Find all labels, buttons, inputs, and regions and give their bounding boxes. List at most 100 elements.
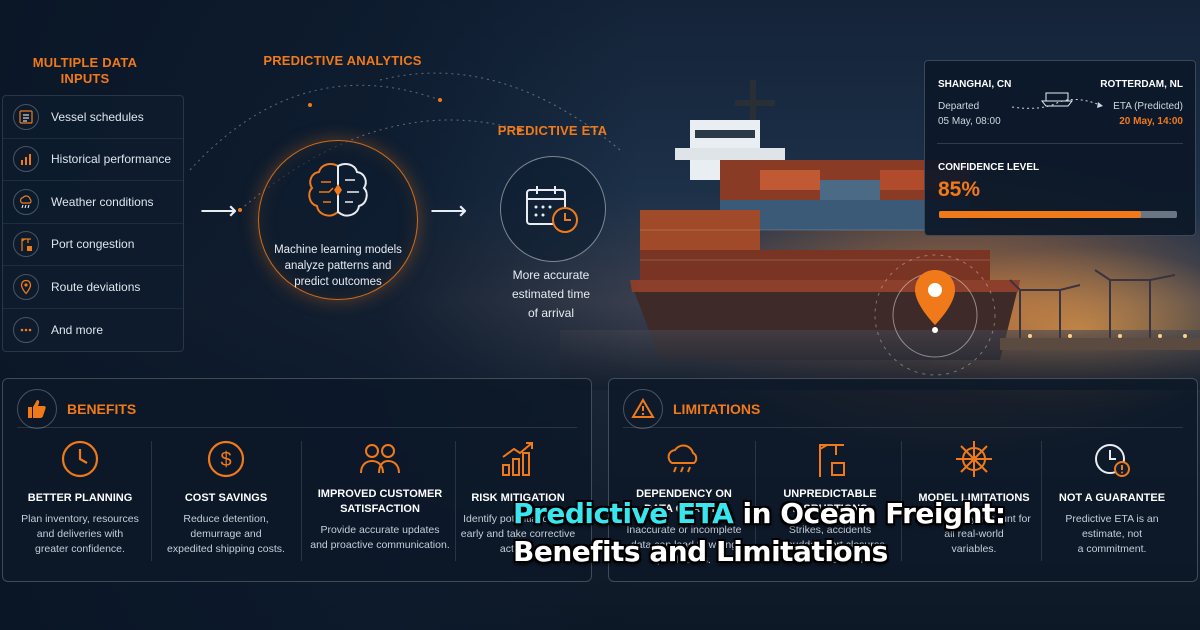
input-item-label: Historical performance bbox=[51, 152, 172, 167]
limitations-divider bbox=[623, 427, 1183, 428]
eta-line3: of arrival bbox=[527, 306, 574, 320]
confidence-progress-fill bbox=[939, 211, 1142, 218]
headline-rest: in Ocean Freight: bbox=[733, 497, 1007, 530]
analytics-line3: predict outcomes bbox=[294, 276, 382, 288]
limitation-desc-line: Predictive ETA is an bbox=[1065, 513, 1159, 525]
input-item-label: Port congestion bbox=[51, 237, 135, 252]
departed-value: 05 May, 08:00 bbox=[938, 116, 1001, 127]
benefit-customer-satisfaction: IMPROVED CUSTOMER SATISFACTION Provide a… bbox=[305, 437, 455, 553]
limitation-desc-line: predictions. bbox=[657, 554, 711, 566]
limitation-model: MODEL LIMITATIONS May not fully account … bbox=[899, 437, 1049, 557]
network-arcs bbox=[189, 72, 621, 212]
arrow-right-icon: ⟶ bbox=[430, 195, 468, 225]
limitations-title: LIMITATIONS bbox=[673, 401, 761, 417]
limitation-title: MODEL LIMITATIONS bbox=[918, 492, 1030, 504]
limitation-title: DEPENDENCY ON DATA QUALITY bbox=[609, 487, 759, 517]
limitation-desc: Strikes, accidents or sudden port closur… bbox=[755, 523, 905, 568]
origin-port: SHANGHAI, CN bbox=[938, 79, 1012, 90]
input-item-label: Vessel schedules bbox=[51, 109, 144, 124]
limitations-header: LIMITATIONS bbox=[623, 389, 760, 429]
column-separator bbox=[755, 441, 756, 561]
confidence-label: CONFIDENCE LEVEL bbox=[938, 162, 1040, 173]
limitation-desc-line: estimate, not bbox=[1081, 528, 1143, 540]
limitation-title-line: DISRUPTIONS bbox=[792, 503, 868, 515]
benefit-desc: Plan inventory, resources and deliveries… bbox=[5, 512, 155, 557]
input-item-vessel-schedules: Vessel schedules bbox=[3, 96, 183, 139]
limitation-desc-line: Strikes, accidents bbox=[788, 524, 872, 536]
departed-label: Departed bbox=[938, 101, 980, 112]
confidence-value: 85% bbox=[938, 178, 981, 201]
data-inputs-panel: Vessel schedules Historical performance … bbox=[2, 95, 184, 352]
limitation-title-line: UNPREDICTABLE bbox=[783, 488, 877, 500]
eta-title: PREDICTIVE ETA bbox=[497, 123, 608, 138]
port-cranes bbox=[1000, 260, 1200, 350]
limitations-panel: LIMITATIONS DEPENDENCY ON DATA QUALITY I… bbox=[608, 378, 1198, 582]
thumbs-up-icon bbox=[17, 389, 57, 429]
confidence-progress-bar bbox=[939, 211, 1177, 218]
benefit-desc-line: actions. bbox=[499, 543, 537, 555]
headline: Predictive ETA in Ocean Freight: Benefit… bbox=[513, 495, 1033, 571]
destination-port: ROTTERDAM, NL bbox=[1100, 79, 1183, 90]
benefit-title-line: SATISFACTION bbox=[340, 503, 420, 515]
brain-icon bbox=[308, 163, 368, 217]
eta-value: 20 May, 14:00 bbox=[1119, 116, 1183, 127]
benefit-desc-line: Identify potential delays bbox=[463, 513, 573, 525]
inputs-title-line1: MULTIPLE DATA bbox=[32, 55, 138, 70]
limitation-desc-line: data can lead to wrong bbox=[630, 539, 738, 551]
analytics-line1: Machine learning models bbox=[274, 244, 402, 256]
benefit-desc-line: demurrage and bbox=[190, 528, 262, 540]
benefit-title-line: IMPROVED CUSTOMER bbox=[317, 488, 443, 500]
limitation-not-guarantee: NOT A GUARANTEE Predictive ETA is an est… bbox=[1037, 437, 1187, 557]
crane-icon bbox=[13, 231, 39, 258]
input-item-and-more: And more bbox=[3, 309, 183, 352]
benefit-desc-line: Provide accurate updates bbox=[320, 524, 440, 536]
benefit-risk-mitigation: RISK MITIGATION Identify potential delay… bbox=[443, 437, 593, 557]
benefit-desc-line: Plan inventory, resources bbox=[21, 513, 139, 525]
analytics-line2: analyze patterns and bbox=[284, 260, 392, 272]
dollar-icon: $ bbox=[207, 440, 245, 478]
input-item-historical-performance: Historical performance bbox=[3, 139, 183, 181]
limitation-desc: Inaccurate or incomplete data can lead t… bbox=[609, 523, 759, 568]
inputs-title: MULTIPLE DATA INPUTS bbox=[20, 55, 150, 87]
benefits-divider bbox=[17, 427, 577, 428]
map-pin-icon bbox=[874, 254, 996, 376]
svg-text:$: $ bbox=[220, 449, 231, 471]
calendar-list-icon bbox=[13, 103, 39, 130]
eta-line1: More accurate bbox=[512, 268, 590, 282]
inputs-title-line2: INPUTS bbox=[60, 71, 110, 86]
map-pin-icon bbox=[13, 273, 39, 300]
benefit-desc-line: and deliveries with bbox=[36, 528, 124, 540]
analytics-title: PREDICTIVE ANALYTICS bbox=[263, 53, 422, 68]
limitation-desc-line: a commitment. bbox=[1077, 543, 1147, 555]
limitation-data-quality: DEPENDENCY ON DATA QUALITY Inaccurate or… bbox=[609, 437, 759, 568]
eta-status-card: SHANGHAI, CN ROTTERDAM, NL Departed 05 M… bbox=[924, 60, 1196, 236]
input-item-weather-conditions: Weather conditions bbox=[3, 181, 183, 224]
calendar-clock-icon bbox=[526, 186, 578, 233]
benefits-panel: BENEFITS BETTER PLANNING Plan inventory,… bbox=[2, 378, 592, 582]
benefit-desc-line: expedited shipping costs. bbox=[167, 543, 285, 555]
column-separator bbox=[455, 441, 456, 561]
benefit-desc: Provide accurate updates and proactive c… bbox=[305, 523, 455, 553]
benefit-desc-line: and proactive communication. bbox=[310, 539, 450, 551]
headline-highlight: Predictive ETA bbox=[513, 497, 734, 530]
limitation-title-line: DEPENDENCY ON bbox=[636, 488, 732, 500]
clock-icon bbox=[61, 440, 99, 478]
benefit-title: BETTER PLANNING bbox=[27, 492, 133, 504]
benefits-title: BENEFITS bbox=[67, 401, 137, 417]
benefit-desc: Reduce detention, demurrage and expedite… bbox=[151, 512, 301, 557]
benefit-title: COST SAVINGS bbox=[184, 492, 268, 504]
users-icon bbox=[360, 444, 400, 474]
input-item-label: Route deviations bbox=[51, 279, 141, 294]
eta-line2: estimated time bbox=[511, 287, 591, 301]
benefit-desc-line: early and take corrective bbox=[460, 528, 576, 540]
benefit-cost-savings: $ COST SAVINGS Reduce detention, demurra… bbox=[151, 437, 301, 557]
limitation-desc-line: or sudden port closures bbox=[775, 539, 885, 551]
limitation-desc-line: variables. bbox=[951, 543, 997, 555]
limitation-title: UNPREDICTABLE DISRUPTIONS bbox=[755, 487, 905, 517]
cloud-rain-icon bbox=[13, 188, 39, 215]
warning-icon bbox=[623, 389, 663, 429]
eta-description: More accurate estimated time of arrival bbox=[496, 266, 606, 323]
limitation-desc-line: May not fully account for bbox=[917, 513, 1031, 525]
benefit-desc: Identify potential delays early and take… bbox=[443, 512, 593, 557]
limitation-desc: Predictive ETA is an estimate, not a com… bbox=[1037, 512, 1187, 557]
